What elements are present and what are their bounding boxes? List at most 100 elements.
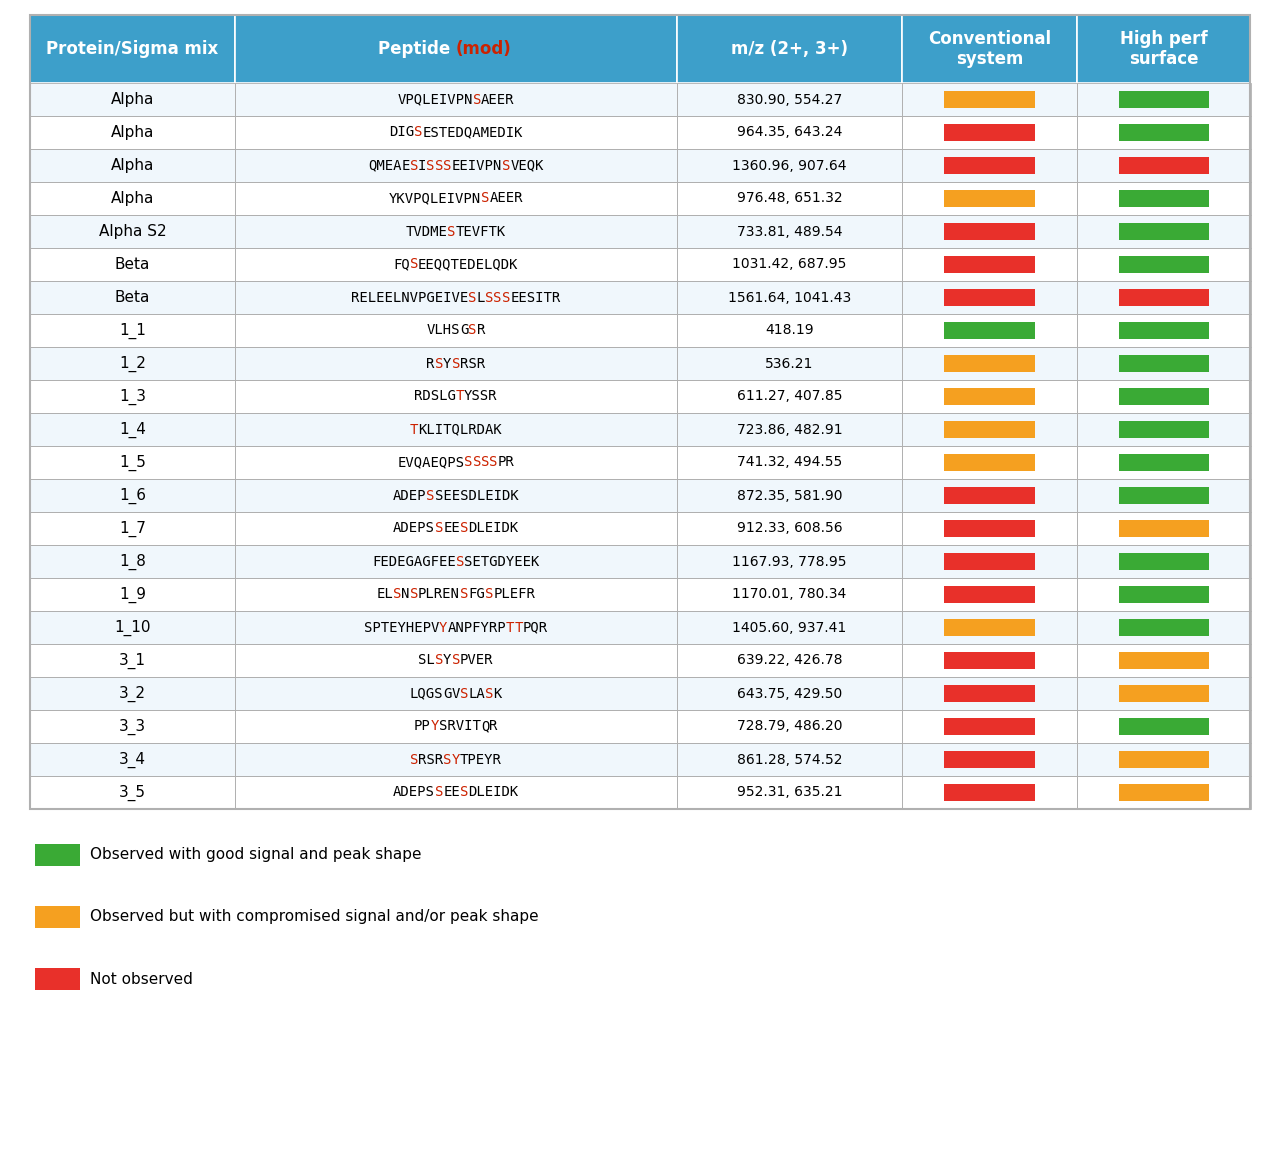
Text: RSR: RSR (419, 752, 443, 767)
Text: LQGS: LQGS (410, 687, 443, 700)
Text: 536.21: 536.21 (765, 356, 814, 370)
Bar (236, 248, 677, 281)
Bar (677, 446, 902, 480)
Text: 723.86, 482.91: 723.86, 482.91 (736, 422, 842, 437)
Bar (1119, 553, 1210, 570)
Bar (236, 380, 677, 413)
Text: S: S (410, 159, 419, 172)
Bar (236, 545, 677, 578)
Text: S: S (435, 159, 443, 172)
Bar (236, 15, 677, 83)
Bar (945, 454, 1036, 471)
Text: DLEIDK: DLEIDK (468, 785, 518, 799)
Bar (29, 611, 236, 644)
Text: VLHS: VLHS (426, 323, 460, 337)
Bar (902, 776, 1076, 808)
Text: LA: LA (468, 687, 485, 700)
Bar (29, 83, 236, 116)
Bar (677, 248, 902, 281)
Bar (945, 486, 1036, 504)
Bar (902, 644, 1076, 677)
Bar (35, 906, 79, 928)
Bar (29, 150, 1251, 182)
Bar (902, 83, 1076, 116)
Bar (1076, 281, 1252, 314)
Bar (29, 446, 1251, 480)
Bar (945, 585, 1036, 603)
Text: DLEIDK: DLEIDK (468, 521, 518, 536)
Bar (902, 116, 1076, 150)
Bar (236, 215, 677, 248)
Bar (945, 91, 1036, 108)
Bar (35, 968, 79, 990)
Bar (236, 512, 677, 545)
Text: 1_5: 1_5 (119, 454, 146, 470)
Text: (mod): (mod) (456, 40, 512, 58)
Text: 639.22, 426.78: 639.22, 426.78 (737, 653, 842, 667)
Bar (236, 644, 677, 677)
Bar (945, 289, 1036, 306)
Bar (29, 644, 1251, 677)
Bar (1119, 322, 1210, 339)
Text: S: S (410, 752, 419, 767)
Bar (902, 150, 1076, 182)
Bar (1119, 256, 1210, 273)
Bar (29, 644, 236, 677)
Bar (29, 578, 236, 611)
Bar (945, 388, 1036, 405)
Text: Protein/Sigma mix: Protein/Sigma mix (46, 40, 219, 58)
Bar (29, 182, 1251, 215)
Bar (29, 776, 1251, 808)
Text: FEDEGAGFEE: FEDEGAGFEE (372, 554, 456, 568)
Bar (29, 215, 1251, 248)
Bar (1119, 355, 1210, 373)
Bar (1076, 413, 1252, 446)
Text: RSR: RSR (460, 356, 485, 370)
Bar (902, 743, 1076, 776)
Text: PR: PR (498, 455, 515, 469)
Text: TVDME: TVDME (406, 224, 448, 238)
Text: S: S (468, 323, 476, 337)
Bar (945, 223, 1036, 240)
Text: AEER: AEER (489, 192, 522, 206)
Bar (677, 314, 902, 347)
Bar (1076, 512, 1252, 545)
Text: 1_4: 1_4 (119, 421, 146, 438)
Text: S: S (435, 785, 443, 799)
Bar (677, 743, 902, 776)
Bar (236, 578, 677, 611)
Bar (945, 156, 1036, 174)
Text: PQR: PQR (522, 621, 548, 635)
Text: S: S (485, 687, 494, 700)
Text: Alpha: Alpha (111, 125, 154, 140)
Text: S: S (481, 455, 489, 469)
Bar (945, 751, 1036, 768)
Text: S: S (468, 291, 476, 305)
Bar (29, 116, 236, 150)
Text: EVQAEQPS: EVQAEQPS (397, 455, 465, 469)
Bar (945, 652, 1036, 669)
Bar (677, 116, 902, 150)
Text: S: S (489, 455, 498, 469)
Text: S: S (456, 554, 465, 568)
Text: I: I (419, 159, 426, 172)
Bar (1119, 718, 1210, 735)
Text: SEESDLEIDK: SEESDLEIDK (435, 489, 518, 503)
Text: 952.31, 635.21: 952.31, 635.21 (737, 785, 842, 799)
Bar (236, 314, 677, 347)
Bar (677, 380, 902, 413)
Bar (902, 578, 1076, 611)
Bar (236, 611, 677, 644)
Bar (236, 776, 677, 808)
Bar (945, 355, 1036, 373)
Text: EL: EL (376, 588, 393, 601)
Bar (1119, 388, 1210, 405)
Text: S: S (452, 653, 460, 667)
Text: S: S (413, 125, 422, 139)
Bar (236, 677, 677, 710)
Text: Observed with good signal and peak shape: Observed with good signal and peak shape (90, 848, 421, 862)
Bar (677, 15, 902, 83)
Bar (29, 743, 1251, 776)
Text: EEQQTEDELQDK: EEQQTEDELQDK (419, 258, 518, 271)
Bar (677, 512, 902, 545)
